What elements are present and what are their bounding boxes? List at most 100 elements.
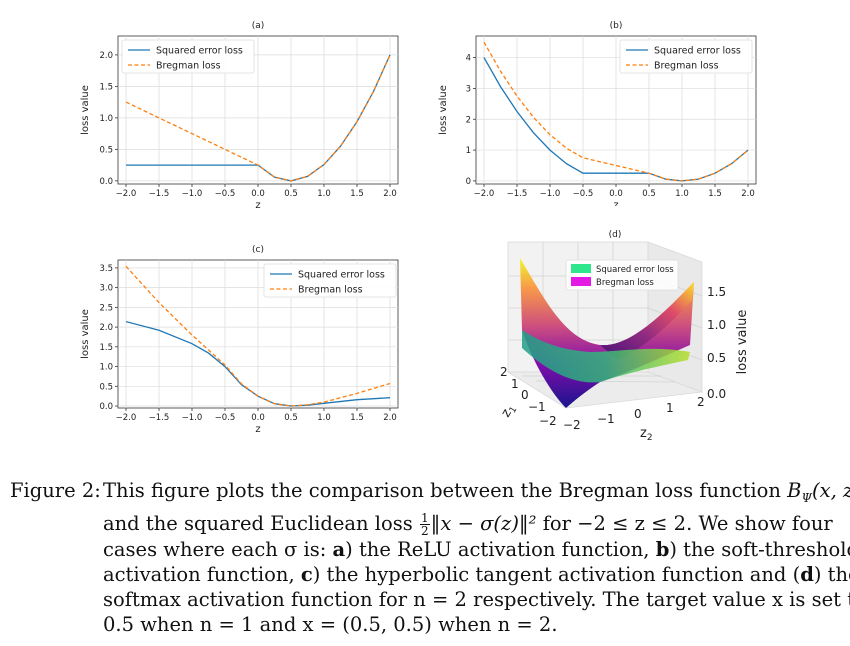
- panel-d-z2-tick: 0: [634, 407, 642, 421]
- panel-c-y-tick-label: 1.5: [99, 343, 113, 353]
- caption-line-2: and the squared Euclidean loss 1 2 ‖x − σ(…: [103, 511, 840, 537]
- panel-c-y-tick-label: 0.0: [99, 402, 113, 412]
- panel-d-z1-label-sub: 1: [508, 405, 520, 415]
- panel-c-x-tick-label: 0.0: [251, 413, 265, 423]
- panel-c-y-tick-label: 3.0: [99, 284, 113, 294]
- panel-d-z1-tick: 2: [500, 365, 508, 379]
- panel-d-z2-label-text: z: [640, 426, 647, 441]
- panel-a-x-tick-label: 0.5: [284, 189, 298, 199]
- panel-b-x-axis-label: z: [613, 200, 618, 211]
- panel-b-x-tick-label: 1.0: [675, 189, 689, 199]
- caption-line-5: softmax activation function for n = 2 re…: [103, 587, 850, 611]
- caption-math-bregman: BΨ(x, z): [787, 479, 850, 505]
- caption-line-3-a: ) the ReLU activation function,: [345, 537, 656, 561]
- panel-b-x-tick-label: 2.0: [741, 189, 755, 199]
- panel-d-z-tick: 0.5: [707, 351, 726, 365]
- panel-d-z1-tick: −2: [539, 414, 557, 428]
- panel-b-y-axis-label: loss value: [438, 85, 449, 135]
- caption-line-4: activation function, c) the hyperbolic t…: [103, 562, 850, 587]
- panel-c-x-axis-label: z: [255, 424, 260, 435]
- caption-line-2-pre: and the squared Euclidean loss: [103, 511, 419, 535]
- caption-math-norm: ‖x − σ(z)‖²: [430, 511, 537, 535]
- panel-c-chart: −2.0 −1.5 −1.0 −0.5 0.0 0.5 1.0 1.5 2.0 0.0 0.5 1.0…: [80, 245, 399, 435]
- panel-c-x-tick-label: 0.5: [284, 413, 298, 423]
- panel-c-x-tick-label: 1.5: [350, 413, 364, 423]
- panel-a-x-tick-label: −1.0: [182, 189, 203, 199]
- panel-a-chart: −2.0 −1.5 −1.0 −0.5 0.0 0.5 1.0 1.5 2.0 0.0 0.5 1.0…: [80, 21, 399, 211]
- panel-d-z1-tick: 1: [511, 377, 519, 391]
- panel-a-y-axis-label: loss value: [80, 85, 91, 135]
- panel-d-z2-label: z2: [640, 426, 653, 443]
- caption-bold-c: c: [300, 562, 313, 586]
- panel-b-x-tick-label: 1.5: [708, 189, 722, 199]
- caption-bold-d: d: [800, 562, 814, 586]
- panel-b-y-tick-label: 0: [466, 177, 471, 187]
- panel-b-legend-label: Bregman loss: [654, 61, 719, 72]
- caption-math-psi: Ψ: [801, 490, 813, 505]
- panel-b-x-tick-label: −1.5: [507, 189, 528, 199]
- panel-c-x-tick-label: −0.5: [215, 413, 236, 423]
- caption-body: This figure plots the comparison between…: [103, 478, 850, 637]
- caption-line-4-c: ) the hyperbolic tangent activation func…: [312, 562, 801, 586]
- panel-c-y-tick-label: 2.5: [99, 303, 113, 313]
- panel-c-x-tick-label: −1.5: [149, 413, 170, 423]
- caption-math-args: (x, z): [812, 479, 850, 502]
- panel-a-y-tick-label: 0.0: [99, 177, 113, 187]
- panel-a-legend-label: Bregman loss: [156, 61, 221, 72]
- caption-bold-a: a: [332, 537, 346, 561]
- caption-label: Figure 2:: [10, 479, 101, 502]
- panel-d-3d-plot: Squared error loss Bregman loss (d) 1.5 …: [452, 206, 750, 443]
- panel-d-legend-label-bregman: Bregman loss: [596, 278, 654, 288]
- panel-d-squared-error-surface: [522, 330, 690, 383]
- panel-c-legend-label: Squared error loss: [298, 270, 385, 281]
- panel-d-z1-tick: −1: [528, 400, 546, 414]
- panel-d-z-tick: 1.5: [707, 285, 726, 299]
- panel-b-legend-box: [619, 39, 753, 74]
- panel-d-title: (d): [609, 230, 622, 240]
- panel-d-z1-axis: 2 1 0 −1 −2 z1: [498, 365, 556, 428]
- panel-a-y-tick-label: 0.5: [99, 145, 113, 155]
- panel-b-x-tick-label: −1.0: [540, 189, 561, 199]
- panel-b-chart: −2.0 −1.5 −1.0 −0.5 0.0 0.5 1.0 1.5 2.0 0 1 2 3 4 (b) z…: [438, 21, 757, 211]
- panel-a-legend-box: [121, 39, 255, 74]
- panel-c-title: (c): [252, 245, 264, 255]
- panel-c-x-tick-label: 2.0: [383, 413, 397, 423]
- caption-line-1: This figure plots the comparison between…: [103, 478, 850, 511]
- panel-a-bregman-line: [125, 54, 391, 182]
- panel-b-x-tick-label: 0.5: [642, 189, 656, 199]
- panel-a-x-tick-label: −0.5: [215, 189, 236, 199]
- panel-a-y-tick-label: 2.0: [99, 51, 113, 61]
- panel-a-x-tick-label: 1.5: [350, 189, 364, 199]
- panel-d-z2-tick: −2: [563, 418, 581, 432]
- caption-line-6: 0.5 when n = 1 and x = (0.5, 0.5) when n…: [103, 612, 558, 636]
- panel-d-z-label: loss value: [735, 310, 750, 375]
- panel-c-y-axis-label: loss value: [80, 309, 91, 359]
- panel-b-title: (b): [610, 21, 623, 31]
- panel-d-z-axis: 1.5 1.0 0.5 0.0 loss value: [707, 285, 750, 401]
- panel-a-x-tick-label: 0.0: [251, 189, 265, 199]
- figure-caption: Figure 2: This figure plots the comparis…: [10, 478, 850, 637]
- panel-a-x-axis-label: z: [255, 200, 260, 211]
- panel-d-legend-box: [565, 259, 679, 291]
- panel-a-y-tick-label: 1.5: [99, 82, 113, 92]
- panel-d-z-tick: 0.0: [707, 387, 726, 401]
- panel-b-x-tick-label: −2.0: [474, 189, 495, 199]
- panel-a-x-tick-label: 1.0: [317, 189, 331, 199]
- panel-d-legend-swatch-bregman: [571, 277, 591, 286]
- panel-a-title: (a): [252, 21, 265, 31]
- panel-c-legend-box: [263, 263, 397, 298]
- panel-c-y-tick-label: 3.5: [99, 264, 113, 274]
- panel-a-x-tick-label: −1.5: [149, 189, 170, 199]
- panel-c-x-tick-label: 1.0: [317, 413, 331, 423]
- panel-a-y-tick-label: 1.0: [99, 114, 113, 124]
- caption-fraction-num: 1: [420, 510, 430, 525]
- panel-c-y-tick-label: 0.5: [99, 382, 113, 392]
- panel-c-bregman-line: [125, 265, 391, 407]
- panel-d-z2-tick: 1: [666, 401, 674, 415]
- caption-math-b: B: [787, 479, 802, 502]
- panel-b-y-tick-label: 2: [466, 115, 471, 125]
- panel-b-legend-label: Squared error loss: [654, 46, 741, 57]
- panel-d-z2-tick: 2: [697, 395, 705, 409]
